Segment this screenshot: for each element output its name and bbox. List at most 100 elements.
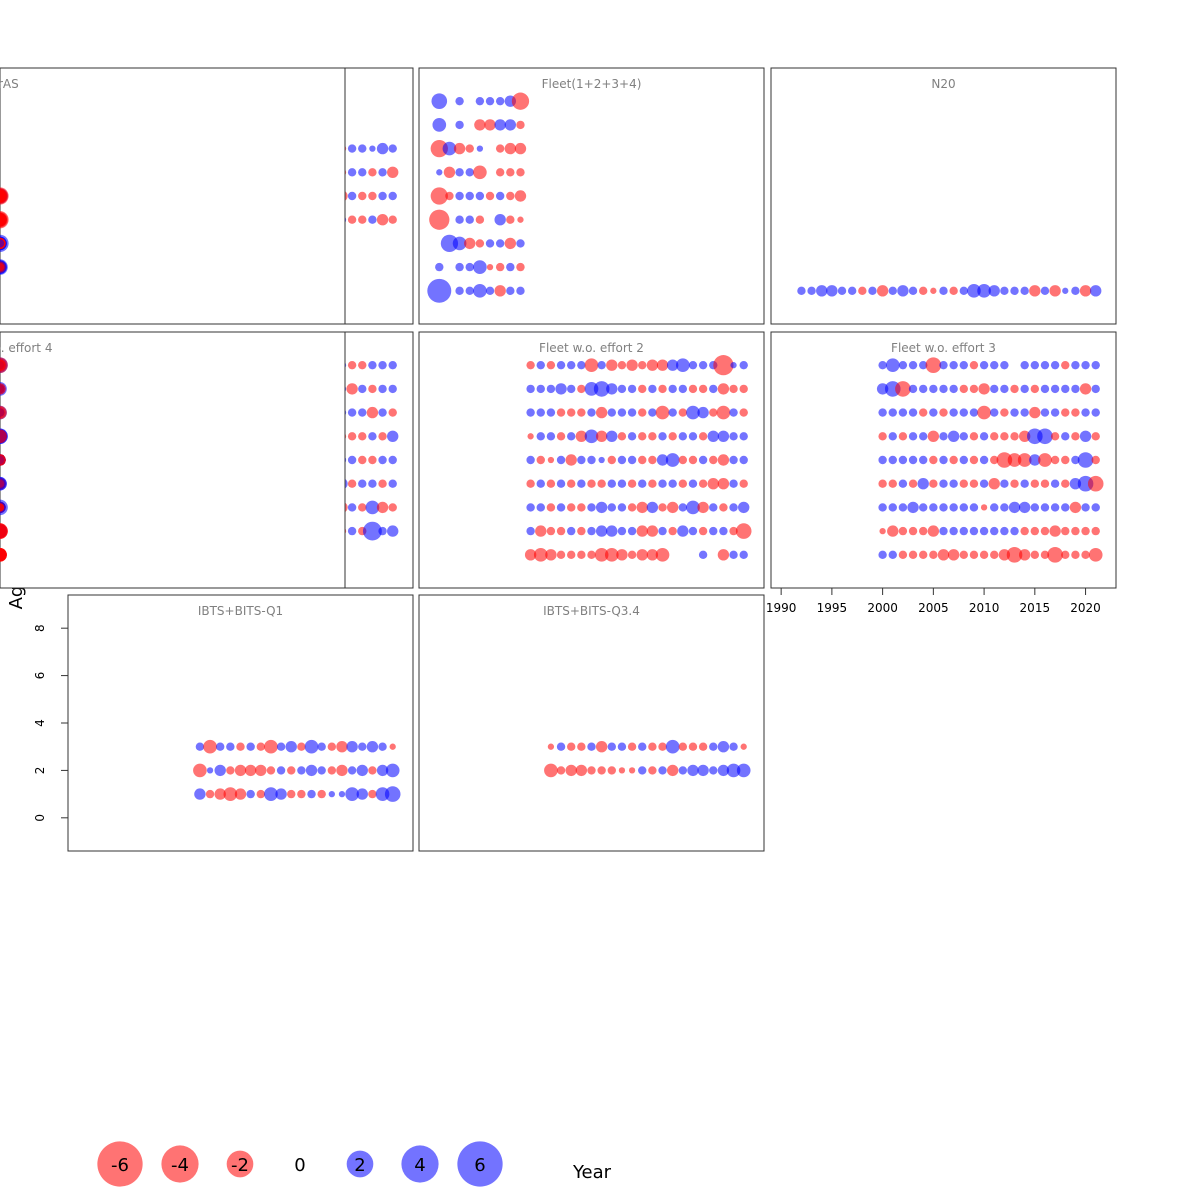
panel: IBTS+BITS-Q1 0 2 4 6 8 [33,594,414,852]
bubble [919,526,928,536]
bubble [556,455,566,465]
bubble [431,93,448,109]
bubble [898,408,908,417]
bubble [593,381,610,397]
bubble [455,191,464,201]
bubble [1081,526,1090,536]
bubble [739,384,748,394]
bubble [1061,550,1070,560]
bubble [595,741,608,753]
bubble [587,550,596,560]
bubble [195,742,205,751]
bubble [1071,384,1080,394]
bubble [536,455,545,465]
bubble [617,503,627,512]
bubble [388,360,397,370]
bubble [214,764,226,777]
bubble [668,384,677,394]
bubble [719,503,728,512]
bubble [567,408,576,417]
bubble [925,357,942,373]
bubble [930,287,937,294]
bubble [435,262,444,272]
panel: Fleet w.o. effort 3 1990 1995 2000 2005 2010 2… [766,331,1117,615]
bubble [868,286,877,296]
bubble [919,455,928,465]
bubble [1030,550,1040,560]
bubble [739,550,748,560]
bubble [1040,526,1050,536]
bubble [709,766,718,775]
bubble [473,165,487,180]
bubble [988,478,1000,490]
legend-label: -2 [231,1155,249,1176]
bubble [256,742,265,751]
bubble [594,547,609,562]
bubble [0,429,7,444]
bubble [1061,408,1070,417]
bubble [717,430,730,442]
bubble [919,384,928,394]
bubble [473,260,487,274]
bubble [276,766,286,775]
x-tick-label: 2000 [867,601,898,615]
bubble [949,408,958,417]
bubble [1040,550,1050,560]
bubble [1038,453,1052,467]
bubble [378,526,387,536]
bubble [638,479,647,488]
bubble-layer [876,357,1104,563]
bubble [1071,286,1080,296]
bubble [328,790,335,798]
bubble [959,408,968,417]
bubble [1020,360,1029,370]
bubble [929,550,938,560]
bubble [959,550,968,560]
bubble [506,191,515,201]
bubble [977,283,991,298]
bubble [384,786,401,802]
bubble [368,360,377,370]
bubble [516,168,525,177]
bubble [655,547,670,562]
bubble [797,286,806,296]
bubble [898,550,908,560]
legend-bubble [401,1145,439,1183]
bubble [453,142,466,155]
bubble [709,384,718,394]
bubble [606,383,618,395]
bubble [504,119,517,131]
bubble [739,432,748,441]
bubble [226,742,235,751]
bubble [0,239,5,248]
bubble [495,191,505,201]
bubble [567,479,576,488]
bubble [929,503,938,512]
bubble [627,455,637,465]
bubble [1091,503,1100,512]
bubble [598,456,605,464]
bubble [1030,526,1040,536]
bubble [495,144,505,153]
bubble [577,408,586,417]
panel: Fleet w.o. effort 4 [0,331,346,589]
bubble [990,408,999,417]
bubble [666,359,679,371]
bubble [969,432,979,441]
bubble [990,550,999,560]
bubble [1071,408,1080,417]
bubble [567,742,576,751]
bubble [464,237,476,250]
bubble [617,384,627,394]
bubble [327,742,337,751]
bubble [378,432,387,441]
bubble [688,742,698,751]
bubble [535,525,547,537]
bubble [939,479,948,488]
bubble [526,503,535,512]
bubble [494,119,506,131]
bubble [967,283,981,298]
bubble [678,766,688,775]
bubble [907,501,919,514]
bubble [697,501,709,514]
